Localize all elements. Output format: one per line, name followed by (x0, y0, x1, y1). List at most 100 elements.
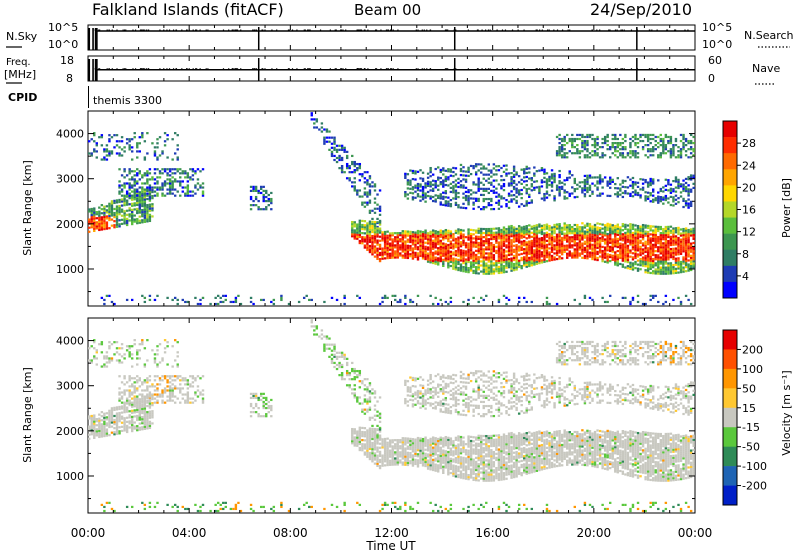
power-cell (507, 298, 511, 302)
power-cell (684, 137, 688, 141)
power-cell (603, 141, 607, 145)
power-cell (659, 139, 662, 143)
power-cell (492, 270, 496, 273)
series-dot (172, 68, 175, 70)
series-dot (481, 29, 483, 31)
power-cell (583, 139, 587, 143)
velocity-cell (148, 420, 152, 423)
power-cell (555, 235, 559, 238)
power-cell (497, 203, 501, 206)
velocity-cell (98, 433, 101, 437)
power-cell (487, 173, 491, 176)
power-cell (629, 225, 632, 228)
series-dot (329, 68, 331, 70)
power-cell (641, 302, 645, 306)
power-cell (626, 256, 630, 260)
series-dot (609, 29, 611, 31)
power-cell (593, 250, 597, 253)
power-cell (603, 256, 607, 259)
power-cell (93, 225, 96, 228)
power-cell (497, 229, 501, 232)
power-cell (371, 243, 374, 246)
power-cell (654, 135, 657, 139)
power-cell (467, 234, 470, 237)
power-cell (490, 256, 493, 259)
power-cell (480, 242, 483, 245)
power-cell (378, 213, 382, 216)
power-cell (429, 181, 432, 184)
power-cell (545, 300, 549, 304)
velocity-cell (141, 418, 144, 421)
power-cell (510, 172, 513, 175)
power-cell (497, 269, 501, 273)
power-cell (161, 168, 164, 171)
power-cell (153, 186, 157, 189)
power-cell (598, 174, 602, 177)
power-cell (677, 146, 680, 149)
power-cell (603, 139, 607, 143)
power-cell (138, 215, 141, 218)
power-cell (110, 214, 114, 217)
power-cell (525, 245, 528, 248)
series-dot (374, 68, 377, 70)
power-cell (679, 240, 683, 243)
power-cell (505, 164, 508, 167)
power-cell (540, 167, 544, 170)
power-cell (689, 268, 693, 272)
power-cell (616, 241, 619, 245)
power-cell (487, 260, 491, 263)
series-dot (271, 29, 273, 31)
series-dot (188, 29, 190, 31)
power-cell (161, 194, 164, 197)
power-cell (98, 216, 101, 219)
power-cell (426, 234, 430, 237)
power-cell (148, 199, 152, 202)
power-cell (388, 256, 392, 259)
power-cell (115, 225, 119, 228)
power-cell (487, 266, 491, 269)
power-cell (517, 245, 521, 248)
power-cell (492, 185, 496, 188)
power-cell (366, 193, 369, 196)
power-cell (616, 156, 619, 159)
power-cell (652, 296, 655, 300)
power-cell (419, 242, 422, 245)
power-cell (143, 182, 147, 185)
power-cell (426, 176, 430, 179)
power-cell (419, 240, 422, 243)
power-cell (368, 222, 372, 225)
power-cell (118, 204, 121, 208)
power-cell (373, 237, 377, 240)
power-cell (88, 208, 91, 211)
series-dot (674, 68, 677, 70)
power-cell (682, 248, 685, 251)
power-cell (576, 236, 579, 239)
power-cell (652, 251, 655, 255)
series-dot (429, 68, 431, 70)
power-cell (125, 209, 129, 212)
power-cell (93, 209, 96, 212)
power-cell (168, 192, 172, 195)
power-cell (530, 189, 534, 192)
power-cell (682, 244, 685, 247)
power-cell (416, 189, 420, 192)
power-cell (462, 235, 465, 238)
power-cell (490, 197, 493, 201)
power-cell (573, 252, 576, 255)
power-cell (462, 174, 465, 177)
power-cell (646, 239, 650, 242)
power-cell (431, 251, 435, 254)
power-cell (687, 194, 690, 197)
power-cell (130, 176, 134, 179)
power-cell (179, 172, 182, 175)
power-cell (571, 146, 574, 149)
power-cell (588, 188, 592, 191)
power-cell (472, 207, 475, 210)
series-dot (307, 29, 309, 31)
velocity-cell (118, 430, 121, 433)
velocity-cell (130, 415, 134, 418)
velocity-cell (133, 399, 136, 402)
power-cell (692, 148, 695, 151)
power-cell (629, 231, 632, 234)
power-cell (136, 188, 139, 191)
